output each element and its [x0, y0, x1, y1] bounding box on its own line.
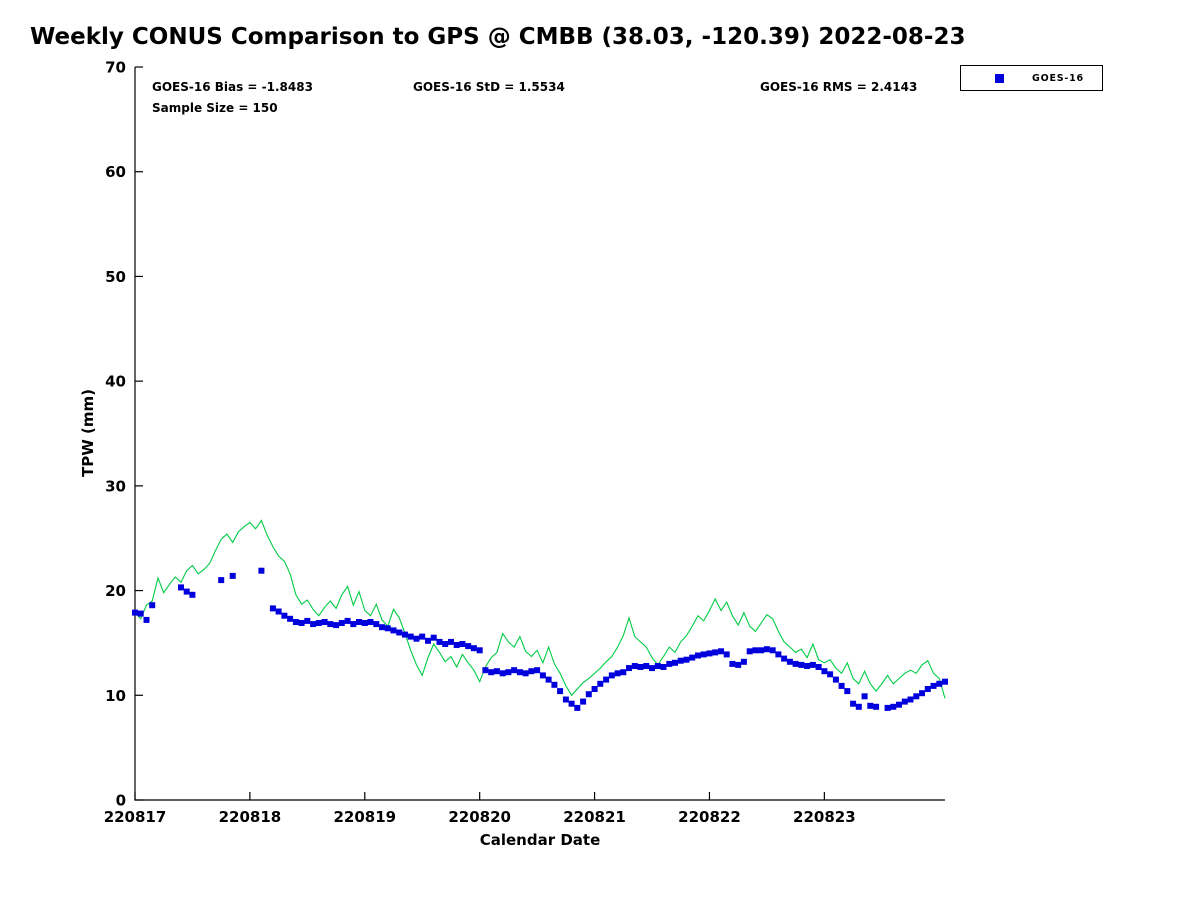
- svg-text:220818: 220818: [219, 808, 282, 826]
- chart-title: Weekly CONUS Comparison to GPS @ CMBB (3…: [30, 24, 966, 50]
- annotation-sample-size: Sample Size = 150: [152, 101, 278, 115]
- annotation-bias: GOES-16 Bias = -1.8483: [152, 80, 313, 94]
- svg-text:70: 70: [105, 59, 126, 77]
- svg-text:0: 0: [116, 792, 126, 810]
- svg-text:220820: 220820: [448, 808, 511, 826]
- annotation-std: GOES-16 StD = 1.5534: [413, 80, 565, 94]
- goes16-marker-icon: [995, 73, 1004, 83]
- svg-text:220823: 220823: [793, 808, 856, 826]
- svg-text:220819: 220819: [333, 808, 396, 826]
- svg-text:50: 50: [105, 268, 126, 286]
- annotation-rms: GOES-16 RMS = 2.4143: [760, 80, 918, 94]
- legend: GOES-16: [960, 65, 1103, 91]
- svg-text:30: 30: [105, 477, 126, 495]
- svg-text:60: 60: [105, 163, 126, 181]
- legend-label: GOES-16: [1032, 72, 1084, 84]
- svg-text:220822: 220822: [678, 808, 741, 826]
- svg-text:220817: 220817: [104, 808, 167, 826]
- svg-text:220821: 220821: [563, 808, 626, 826]
- svg-text:40: 40: [105, 373, 126, 391]
- x-axis-label: Calendar Date: [479, 831, 601, 849]
- svg-text:10: 10: [105, 687, 126, 705]
- svg-text:20: 20: [105, 582, 126, 600]
